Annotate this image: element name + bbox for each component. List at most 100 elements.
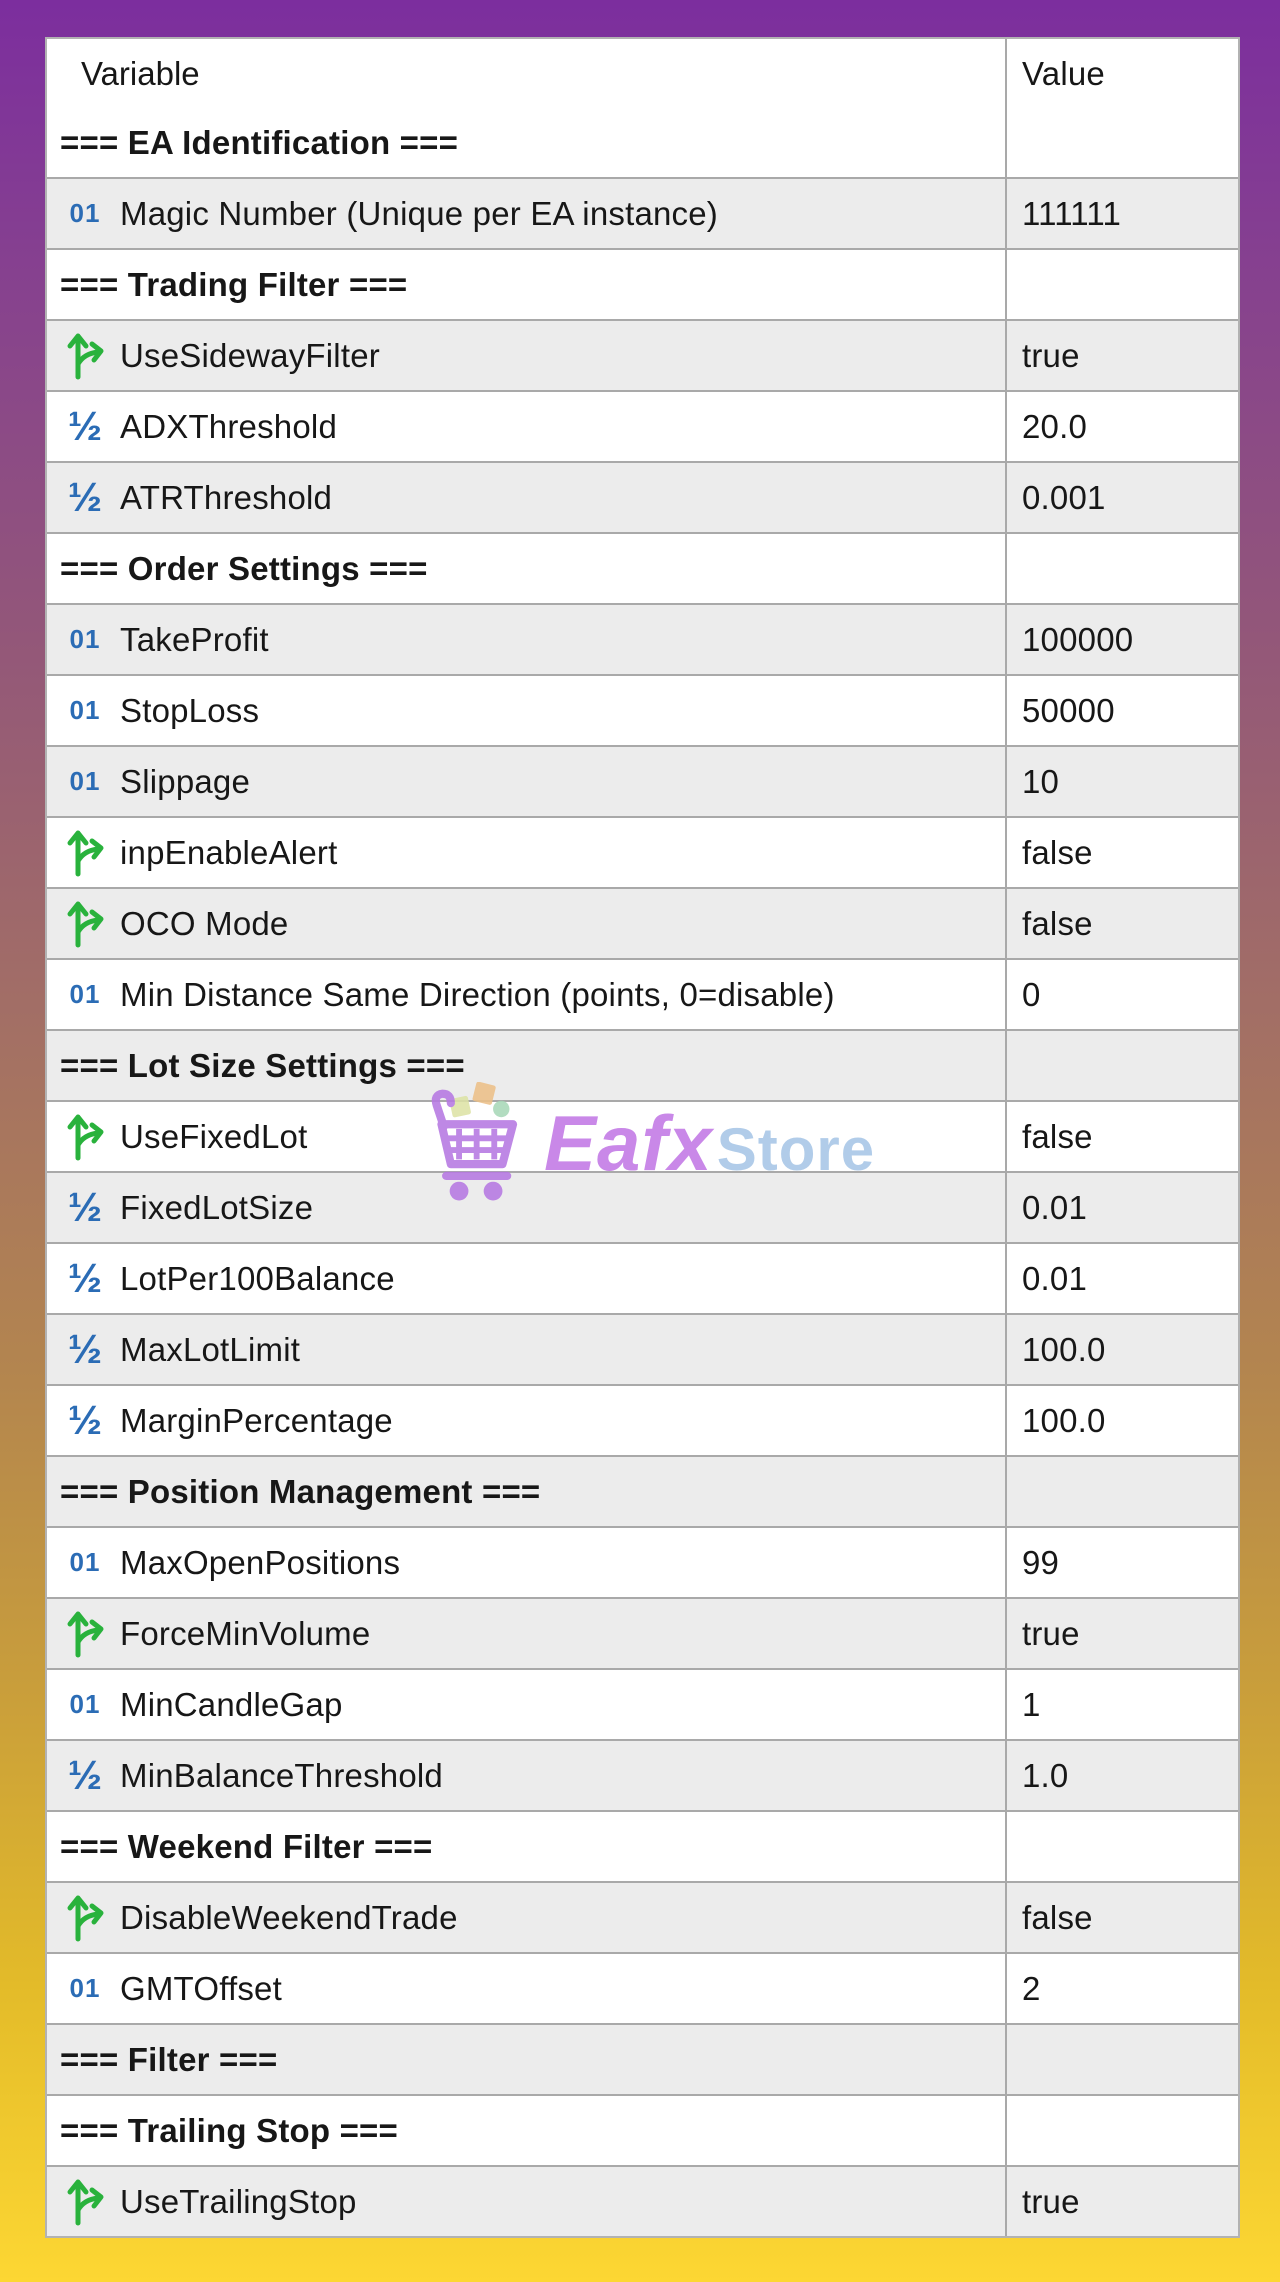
param-type-icon-box: 01 ½: [62, 829, 108, 877]
table-row[interactable]: 01 ½ StopLoss 50000: [47, 674, 1238, 745]
table-row[interactable]: 01 ½ Min Distance Same Direction (points…: [47, 958, 1238, 1029]
double-type-icon: ½: [67, 1397, 103, 1443]
table-row[interactable]: 01 ½ ADXThreshold 20.0: [47, 390, 1238, 461]
boolean-branch-arrows-icon: [67, 1895, 104, 1941]
param-value[interactable]: 111111: [1022, 194, 1122, 232]
variable-cell: 01 ½ inpEnableAlert: [47, 818, 1007, 887]
param-value[interactable]: [1007, 534, 1238, 603]
table-row[interactable]: === Trading Filter ===: [47, 248, 1238, 319]
param-label: DisableWeekendTrade: [120, 1898, 458, 1936]
table-row[interactable]: 01 ½ FixedLotSize 0.01: [47, 1171, 1238, 1242]
table-row[interactable]: 01 ½ MarginPercentage 100.0: [47, 1384, 1238, 1455]
param-value[interactable]: [1007, 2096, 1238, 2165]
param-value[interactable]: 0.01: [1022, 1259, 1088, 1297]
variable-cell: 01 ½ ADXThreshold: [47, 392, 1007, 461]
param-value[interactable]: [1007, 2025, 1238, 2094]
param-type-icon-box: 01 ½: [62, 2178, 108, 2226]
variable-cell: 01 ½ UseFixedLot: [47, 1102, 1007, 1171]
param-value[interactable]: true: [1022, 2182, 1080, 2220]
variable-cell: 01 ½ StopLoss: [47, 676, 1007, 745]
boolean-branch-arrows-icon: [67, 1114, 104, 1160]
table-row[interactable]: 01 ½ LotPer100Balance 0.01: [47, 1242, 1238, 1313]
param-type-icon-box: 01 ½: [62, 1397, 108, 1444]
param-value[interactable]: 0.001: [1022, 478, 1106, 516]
table-row[interactable]: 01 ½ OCO Mode false: [47, 887, 1238, 958]
variable-cell: 01 ½ MinCandleGap: [47, 1670, 1007, 1739]
param-label: GMTOffset: [120, 1969, 282, 2007]
param-value[interactable]: 10: [1022, 762, 1060, 800]
param-value[interactable]: 20.0: [1022, 407, 1088, 445]
boolean-branch-arrows-icon: [67, 1611, 104, 1657]
param-value[interactable]: [1007, 108, 1238, 177]
table-row[interactable]: 01 ½ MaxLotLimit 100.0: [47, 1313, 1238, 1384]
param-value[interactable]: 100.0: [1022, 1330, 1106, 1368]
param-type-icon-box: 01 ½: [62, 1184, 108, 1231]
param-value[interactable]: false: [1022, 1117, 1093, 1155]
double-type-icon: ½: [67, 474, 103, 520]
table-row[interactable]: 01 ½ GMTOffset 2: [47, 1952, 1238, 2023]
param-value[interactable]: true: [1022, 336, 1080, 374]
table-row[interactable]: === Trailing Stop ===: [47, 2094, 1238, 2165]
table-row[interactable]: 01 ½ UseTrailingStop true: [47, 2165, 1238, 2236]
table-row[interactable]: 01 ½ MinBalanceThreshold 1.0: [47, 1739, 1238, 1810]
param-value[interactable]: 99: [1022, 1543, 1060, 1581]
param-type-icon-box: 01 ½: [62, 1113, 108, 1161]
table-row[interactable]: === Position Management ===: [47, 1455, 1238, 1526]
variable-cell: 01 ½ UseSidewayFilter: [47, 321, 1007, 390]
table-row[interactable]: 01 ½ TakeProfit 100000: [47, 603, 1238, 674]
param-value[interactable]: 1.0: [1022, 1756, 1069, 1794]
table-row[interactable]: 01 ½ Slippage 10: [47, 745, 1238, 816]
param-value[interactable]: [1007, 1812, 1238, 1881]
param-value[interactable]: 100000: [1022, 620, 1134, 658]
param-value[interactable]: 2: [1022, 1969, 1041, 2007]
table-row[interactable]: 01 ½ ATRThreshold 0.001: [47, 461, 1238, 532]
param-label: Slippage: [120, 762, 251, 800]
table-row[interactable]: 01 ½ Magic Number (Unique per EA instanc…: [47, 177, 1238, 248]
table-row[interactable]: === EA Identification ===: [47, 108, 1238, 177]
variable-cell: 01 ½ Slippage: [47, 747, 1007, 816]
table-row[interactable]: === Weekend Filter ===: [47, 1810, 1238, 1881]
param-value[interactable]: 50000: [1022, 691, 1115, 729]
param-label: MarginPercentage: [120, 1401, 393, 1439]
boolean-branch-arrows-icon: [67, 333, 104, 379]
table-row[interactable]: 01 ½ ForceMinVolume true: [47, 1597, 1238, 1668]
section-label: === EA Identification ===: [60, 123, 459, 161]
param-value[interactable]: false: [1022, 1898, 1093, 1936]
double-type-icon: ½: [67, 403, 103, 449]
param-type-icon-box: 01 ½: [62, 624, 108, 655]
param-type-icon-box: 01 ½: [62, 332, 108, 380]
table-row[interactable]: === Filter ===: [47, 2023, 1238, 2094]
param-value[interactable]: 100.0: [1022, 1401, 1106, 1439]
param-type-icon-box: 01 ½: [62, 1689, 108, 1720]
param-type-icon-box: 01 ½: [62, 766, 108, 797]
param-label: Magic Number (Unique per EA instance): [120, 194, 718, 232]
param-value[interactable]: [1007, 1457, 1238, 1526]
table-row[interactable]: 01 ½ DisableWeekendTrade false: [47, 1881, 1238, 1952]
column-header-value-label: Value: [1022, 54, 1105, 92]
param-value[interactable]: [1007, 1031, 1238, 1100]
table-row[interactable]: === Order Settings ===: [47, 532, 1238, 603]
param-value[interactable]: 1: [1022, 1685, 1041, 1723]
table-row[interactable]: 01 ½ UseSidewayFilter true: [47, 319, 1238, 390]
table-row[interactable]: 01 ½ MaxOpenPositions 99: [47, 1526, 1238, 1597]
table-row[interactable]: 01 ½ inpEnableAlert false: [47, 816, 1238, 887]
param-value[interactable]: true: [1022, 1614, 1080, 1652]
param-label: MinBalanceThreshold: [120, 1756, 443, 1794]
param-type-icon-box: 01 ½: [62, 403, 108, 450]
param-value[interactable]: false: [1022, 833, 1093, 871]
variable-cell: === EA Identification ===: [47, 108, 1007, 177]
column-header-variable: Variable: [47, 39, 1007, 108]
double-type-icon: ½: [67, 1255, 103, 1301]
variable-cell: 01 ½ LotPer100Balance: [47, 1244, 1007, 1313]
param-value[interactable]: false: [1022, 904, 1093, 942]
param-value[interactable]: 0: [1022, 975, 1041, 1013]
table-row[interactable]: === Lot Size Settings ===: [47, 1029, 1238, 1100]
table-row[interactable]: 01 ½ UseFixedLot false: [47, 1100, 1238, 1171]
integer-type-icon: 01: [69, 766, 101, 796]
param-label: StopLoss: [120, 691, 260, 729]
param-value[interactable]: [1007, 250, 1238, 319]
param-label: FixedLotSize: [120, 1188, 314, 1226]
param-label: MinCandleGap: [120, 1685, 343, 1723]
param-value[interactable]: 0.01: [1022, 1188, 1088, 1226]
table-row[interactable]: 01 ½ MinCandleGap 1: [47, 1668, 1238, 1739]
